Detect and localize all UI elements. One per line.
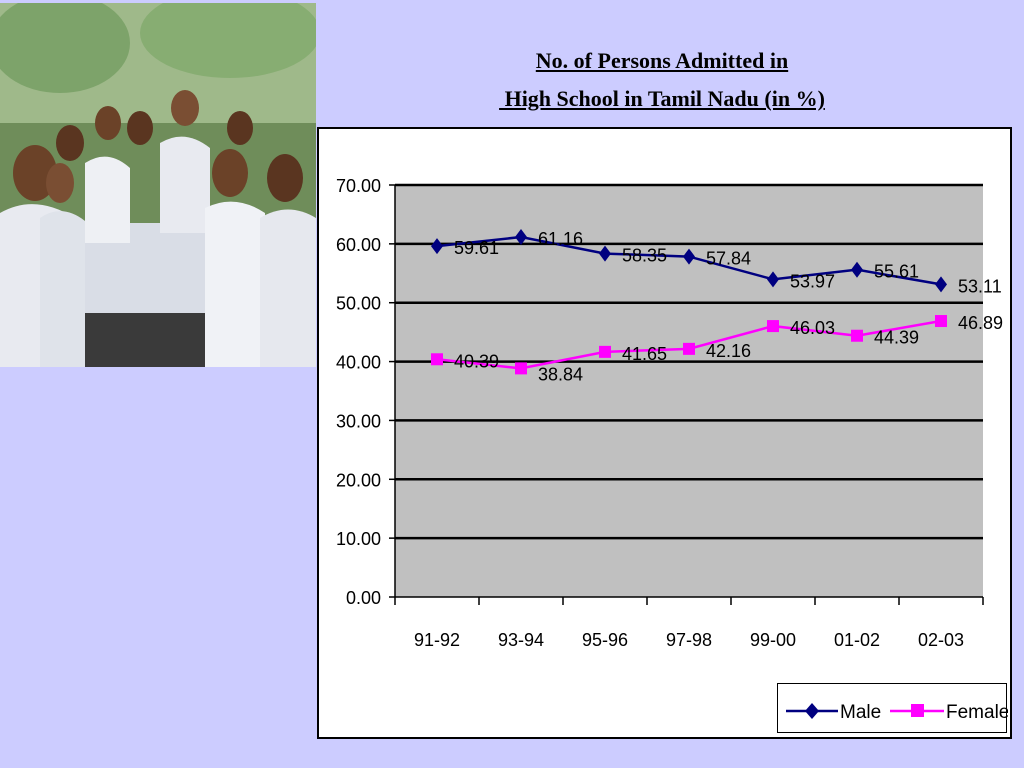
x-tick-label: 91-92 — [414, 630, 460, 650]
data-label-female: 44.39 — [874, 328, 919, 348]
data-point-male — [515, 229, 527, 246]
data-point-female — [767, 320, 779, 333]
data-point-male — [935, 276, 947, 293]
series-group: 59.61 61.16 58.35 57.84 53.97 55.61 53.11 40.39… — [431, 229, 1003, 384]
data-point-female — [431, 353, 443, 366]
y-tick-label: 50.00 — [336, 294, 381, 314]
x-axis: 91-92 93-94 95-96 97-98 99-00 01-02 02-03 — [394, 596, 984, 650]
data-label-male: 59.61 — [454, 238, 499, 258]
data-point-male — [431, 238, 443, 255]
data-label-female: 46.89 — [958, 313, 1003, 333]
y-tick-label: 30.00 — [336, 411, 381, 431]
chart-title-line2: High School in Tamil Nadu (in %) — [499, 86, 825, 111]
data-label-male: 57.84 — [706, 249, 751, 269]
data-label-female: 41.65 — [622, 344, 667, 364]
legend-female-label: Female — [946, 702, 1008, 723]
data-point-male — [683, 248, 695, 265]
y-tick-label: 0.00 — [346, 588, 381, 608]
data-label-male: 61.16 — [538, 229, 583, 249]
students-photo-illustration — [0, 3, 316, 367]
x-tick-label: 02-03 — [918, 630, 964, 650]
data-point-male — [767, 271, 779, 288]
chart-title-line1: No. of Persons Admitted in — [535, 48, 789, 73]
legend-male-marker — [805, 703, 819, 719]
y-tick-label: 10.00 — [336, 529, 381, 549]
legend-male-label: Male — [840, 702, 881, 723]
data-point-male — [599, 245, 611, 262]
x-tick-label: 93-94 — [498, 630, 544, 650]
data-label-female: 40.39 — [454, 351, 499, 371]
data-label-male: 55.61 — [874, 262, 919, 282]
data-label-male: 53.11 — [958, 276, 1002, 296]
data-point-female — [851, 329, 863, 342]
students-photo — [0, 3, 316, 367]
data-label-male: 58.35 — [622, 246, 667, 266]
x-tick-label: 97-98 — [666, 630, 712, 650]
x-tick-label: 99-00 — [750, 630, 796, 650]
data-label-female: 42.16 — [706, 341, 751, 361]
data-point-female — [515, 362, 527, 375]
legend-female-marker — [911, 704, 924, 717]
legend: Male Female — [777, 683, 1008, 733]
data-point-female — [683, 342, 695, 355]
data-point-female — [935, 315, 947, 328]
y-tick-label: 60.00 — [336, 235, 381, 255]
data-point-female — [599, 345, 611, 358]
data-label-female: 46.03 — [790, 318, 835, 338]
x-tick-label: 95-96 — [582, 630, 628, 650]
data-label-female: 38.84 — [538, 364, 583, 384]
x-tick-label: 01-02 — [834, 630, 880, 650]
gridlines — [395, 183, 983, 540]
y-tick-label: 20.00 — [336, 470, 381, 490]
y-tick-label: 40.00 — [336, 353, 381, 373]
y-axis: 0.00 10.00 20.00 30.00 40.00 50.00 60.00 70.00 — [336, 176, 396, 608]
data-point-male — [851, 261, 863, 278]
data-label-male: 53.97 — [790, 271, 835, 291]
y-tick-label: 70.00 — [336, 176, 381, 196]
chart-title: No. of Persons Admitted in High School i… — [330, 42, 994, 118]
